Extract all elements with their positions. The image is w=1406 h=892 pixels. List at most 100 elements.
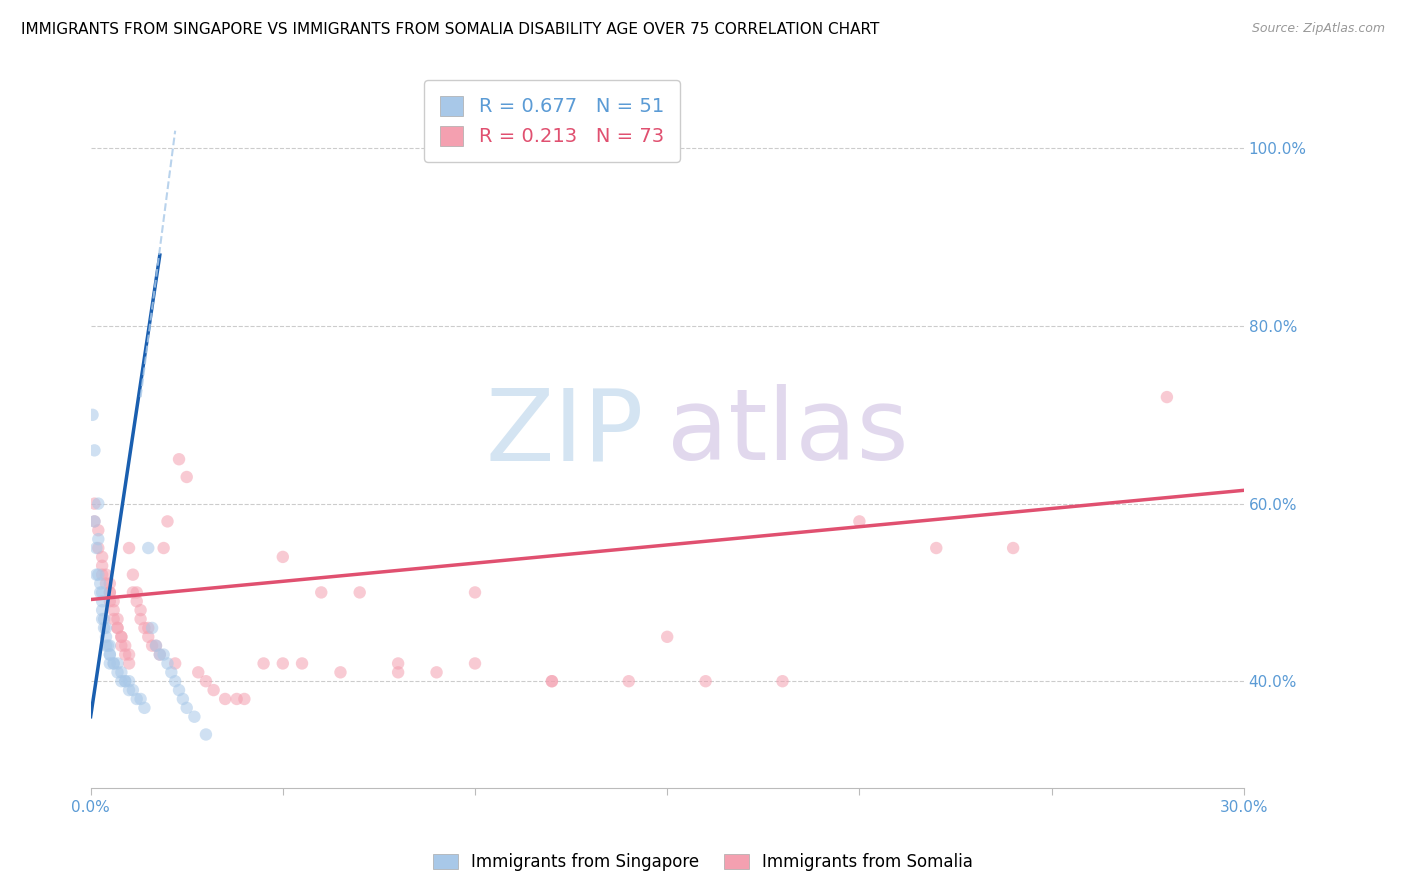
Point: [91, 603, 114, 617]
Point: [93, 621, 115, 635]
Point: [165, 674, 187, 689]
Point: [98, 576, 121, 591]
Point: [541, 674, 564, 689]
Point: [87, 497, 110, 511]
Point: [129, 612, 152, 626]
Point: [657, 630, 679, 644]
Point: [125, 692, 148, 706]
Legend: R = 0.677   N = 51, R = 0.213   N = 73: R = 0.677 N = 51, R = 0.213 N = 73: [425, 80, 679, 162]
Point: [91, 558, 114, 573]
Point: [214, 692, 236, 706]
Point: [118, 648, 141, 662]
Point: [82, 408, 104, 422]
Point: [118, 541, 141, 555]
Point: [110, 630, 132, 644]
Point: [136, 630, 159, 644]
Point: [145, 639, 167, 653]
Point: [387, 657, 409, 671]
Point: [89, 585, 111, 599]
Point: [136, 541, 159, 555]
Point: [98, 657, 121, 671]
Point: [103, 657, 125, 671]
Point: [91, 612, 114, 626]
Point: [156, 515, 179, 529]
Point: [86, 567, 108, 582]
Point: [349, 585, 371, 599]
Point: [152, 541, 174, 555]
Point: [83, 515, 105, 529]
Point: [107, 621, 129, 635]
Point: [271, 549, 294, 564]
Point: [93, 612, 115, 626]
Point: [87, 541, 110, 555]
Point: [91, 567, 114, 582]
Point: [772, 674, 794, 689]
Point: [107, 665, 129, 680]
Point: [464, 585, 486, 599]
Point: [114, 674, 136, 689]
Point: [925, 541, 948, 555]
Point: [118, 657, 141, 671]
Point: [125, 594, 148, 608]
Point: [156, 657, 179, 671]
Point: [94, 630, 117, 644]
Point: [136, 621, 159, 635]
Point: [695, 674, 717, 689]
Point: [194, 727, 217, 741]
Point: [426, 665, 449, 680]
Point: [122, 683, 145, 698]
Point: [309, 585, 332, 599]
Point: [141, 639, 163, 653]
Point: [118, 674, 141, 689]
Point: [98, 648, 121, 662]
Point: [91, 594, 114, 608]
Point: [225, 692, 247, 706]
Point: [107, 657, 129, 671]
Point: [176, 470, 198, 484]
Point: [122, 567, 145, 582]
Point: [87, 532, 110, 546]
Point: [1156, 390, 1178, 404]
Point: [541, 674, 564, 689]
Point: [149, 648, 172, 662]
Point: [233, 692, 256, 706]
Point: [107, 621, 129, 635]
Point: [91, 585, 114, 599]
Point: [848, 515, 870, 529]
Legend: Immigrants from Singapore, Immigrants from Somalia: Immigrants from Singapore, Immigrants fr…: [425, 845, 981, 880]
Point: [134, 621, 156, 635]
Point: [83, 515, 105, 529]
Point: [103, 612, 125, 626]
Point: [141, 621, 163, 635]
Point: [129, 692, 152, 706]
Point: [103, 594, 125, 608]
Point: [149, 648, 172, 662]
Point: [194, 674, 217, 689]
Point: [110, 639, 132, 653]
Point: [183, 710, 205, 724]
Point: [329, 665, 352, 680]
Point: [129, 603, 152, 617]
Point: [94, 621, 117, 635]
Point: [387, 665, 409, 680]
Point: [98, 585, 121, 599]
Point: [167, 683, 190, 698]
Point: [83, 497, 105, 511]
Point: [110, 630, 132, 644]
Point: [103, 603, 125, 617]
Point: [98, 639, 121, 653]
Point: [114, 674, 136, 689]
Point: [165, 657, 187, 671]
Point: [252, 657, 274, 671]
Text: Source: ZipAtlas.com: Source: ZipAtlas.com: [1251, 22, 1385, 36]
Point: [98, 648, 121, 662]
Point: [187, 665, 209, 680]
Point: [160, 665, 183, 680]
Point: [145, 639, 167, 653]
Point: [89, 576, 111, 591]
Point: [87, 523, 110, 537]
Point: [291, 657, 314, 671]
Point: [110, 674, 132, 689]
Point: [94, 639, 117, 653]
Text: IMMIGRANTS FROM SINGAPORE VS IMMIGRANTS FROM SOMALIA DISABILITY AGE OVER 75 CORR: IMMIGRANTS FROM SINGAPORE VS IMMIGRANTS …: [21, 22, 880, 37]
